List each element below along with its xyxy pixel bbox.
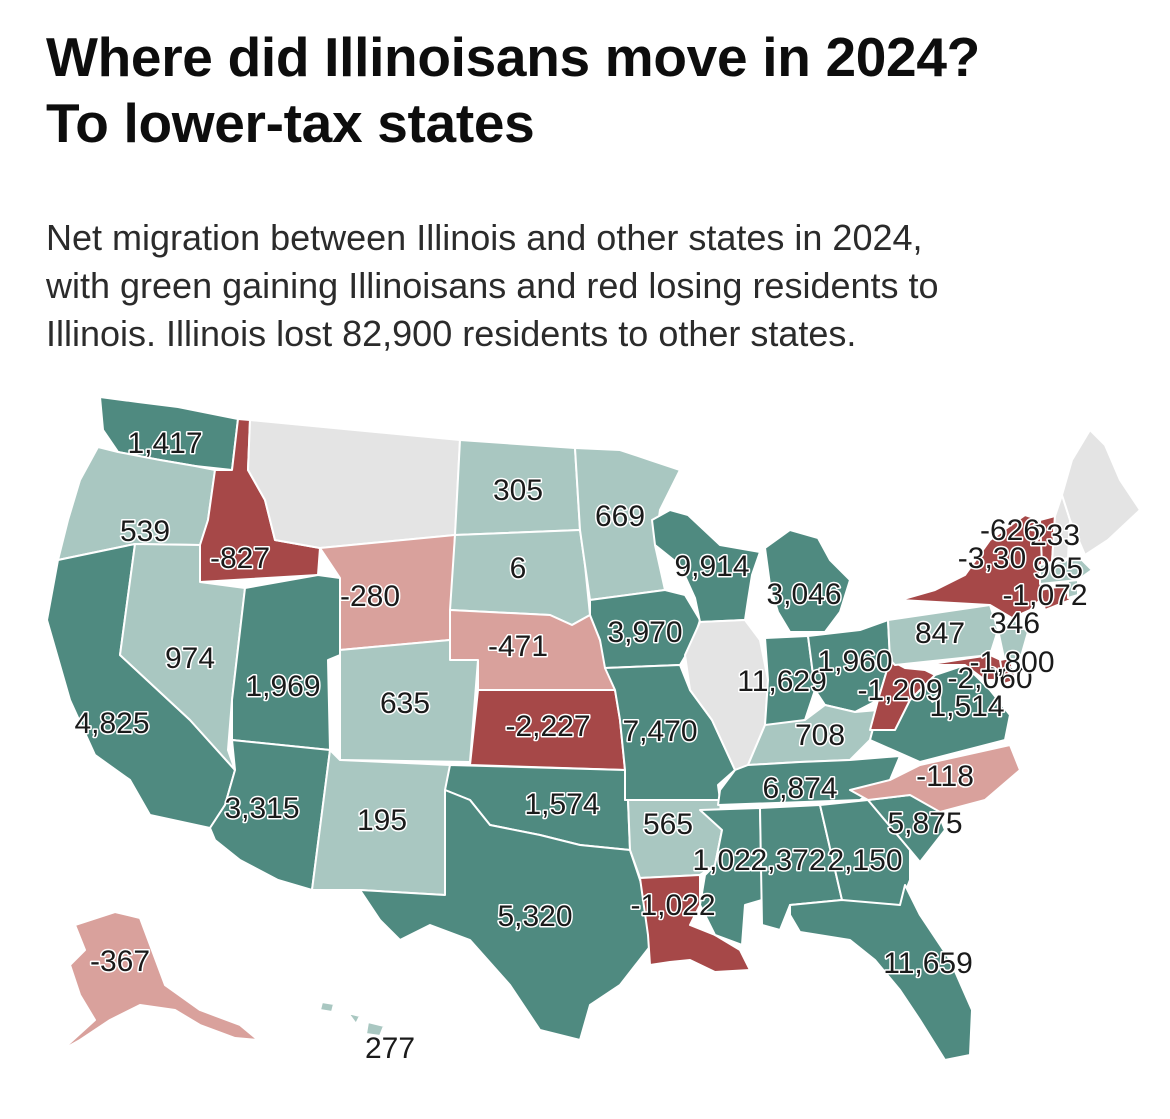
state-label-pa: 847 (915, 617, 965, 650)
state-label-ct: -1,072 (1002, 579, 1087, 612)
state-label-tn: 6,874 (762, 772, 837, 805)
state-label-nc: -118 (916, 760, 974, 793)
state-label-ut: 1,969 (245, 670, 320, 703)
state-wa (99, 396, 239, 471)
state-label-nj: 346 (990, 607, 1040, 640)
chart-title: Where did Illinoisans move in 2024? To l… (46, 24, 1136, 156)
state-me (1061, 429, 1141, 556)
state-label-wy: -280 (340, 580, 400, 613)
state-labels: 1,417 539 4,825 -827 974 1,969 3,315 -280 635 195… (73, 425, 1089, 1066)
state-nj (997, 617, 1029, 661)
state-label-co: 635 (380, 687, 430, 720)
state-label-la: -1,022 (630, 889, 715, 922)
state-label-ri: 965 (1033, 552, 1083, 585)
state-label-hi: 277 (365, 1032, 415, 1065)
subtitle-line-2: with green gaining Illinoisans and red l… (46, 265, 939, 306)
state-label-mo: 7,470 (622, 715, 697, 748)
state-nh (1051, 494, 1071, 563)
state-label-nd: 305 (493, 474, 543, 507)
state-nc (849, 744, 1021, 813)
state-shapes (46, 396, 1141, 1061)
state-label-ks: -2,227 (505, 710, 590, 743)
state-ut (231, 574, 341, 751)
state-label-mn: 669 (595, 500, 645, 533)
state-label-nm: 195 (357, 804, 407, 837)
state-label-ar: 565 (643, 808, 693, 841)
state-label-tx: 5,320 (497, 900, 572, 933)
state-label-fl: 11,659 (883, 947, 973, 980)
state-label-va: 1,514 (929, 690, 1004, 723)
state-label-de: -1,800 (969, 646, 1054, 679)
state-mt (247, 419, 461, 549)
state-ma (1039, 557, 1093, 585)
state-label-md: -2,060 (947, 662, 1032, 695)
state-label-ga: 2,150 (827, 844, 902, 877)
state-label-al: 2,372 (750, 844, 825, 877)
state-label-ak: -367 (90, 945, 150, 978)
state-label-sc: 5,875 (887, 807, 962, 840)
state-label-in: 11,629 (737, 665, 827, 698)
state-label-id: -827 (210, 542, 270, 575)
state-label-vt: -626 (980, 514, 1040, 547)
title-line-1: Where did Illinoisans move in 2024? (46, 26, 980, 88)
state-wi (651, 509, 761, 623)
state-label-sd: 6 (510, 552, 527, 585)
state-label-ne: -471 (488, 630, 548, 663)
state-label-or: 539 (120, 515, 170, 548)
subtitle-line-3: Illinois. Illinois lost 82,900 residents… (46, 313, 857, 354)
state-label-ma: 233 (1030, 519, 1080, 552)
state-md (924, 654, 1006, 681)
state-label-mi: 3,046 (766, 578, 841, 611)
state-ak (61, 911, 259, 1051)
state-label-wv: -1,209 (857, 674, 942, 707)
state-tx (359, 789, 656, 1041)
state-ct (1039, 584, 1071, 611)
state-label-ca: 4,825 (74, 707, 149, 740)
state-label-ky: 708 (795, 719, 845, 752)
state-label-ms: 1,022 (692, 844, 767, 877)
state-label-wa: 1,417 (127, 427, 202, 460)
state-label-ny: -3,30 (958, 542, 1026, 575)
title-line-2: To lower-tax states (46, 92, 535, 154)
state-nv (119, 543, 246, 771)
state-label-wi: 9,914 (674, 550, 749, 583)
state-mi (764, 529, 851, 633)
state-label-oh: 1,960 (817, 645, 892, 678)
state-label-ia: 3,970 (607, 616, 682, 649)
us-state-map: 1,417 539 4,825 -827 974 1,969 3,315 -280 635 195… (46, 396, 1141, 1066)
state-hi (319, 1001, 385, 1037)
state-label-ok: 1,574 (524, 788, 599, 821)
state-label-az: 3,315 (224, 792, 299, 825)
state-label-nv: 974 (165, 642, 215, 675)
subtitle-line-1: Net migration between Illinois and other… (46, 217, 923, 258)
chart-subtitle: Net migration between Illinois and other… (46, 214, 1136, 358)
state-fl (789, 884, 973, 1061)
